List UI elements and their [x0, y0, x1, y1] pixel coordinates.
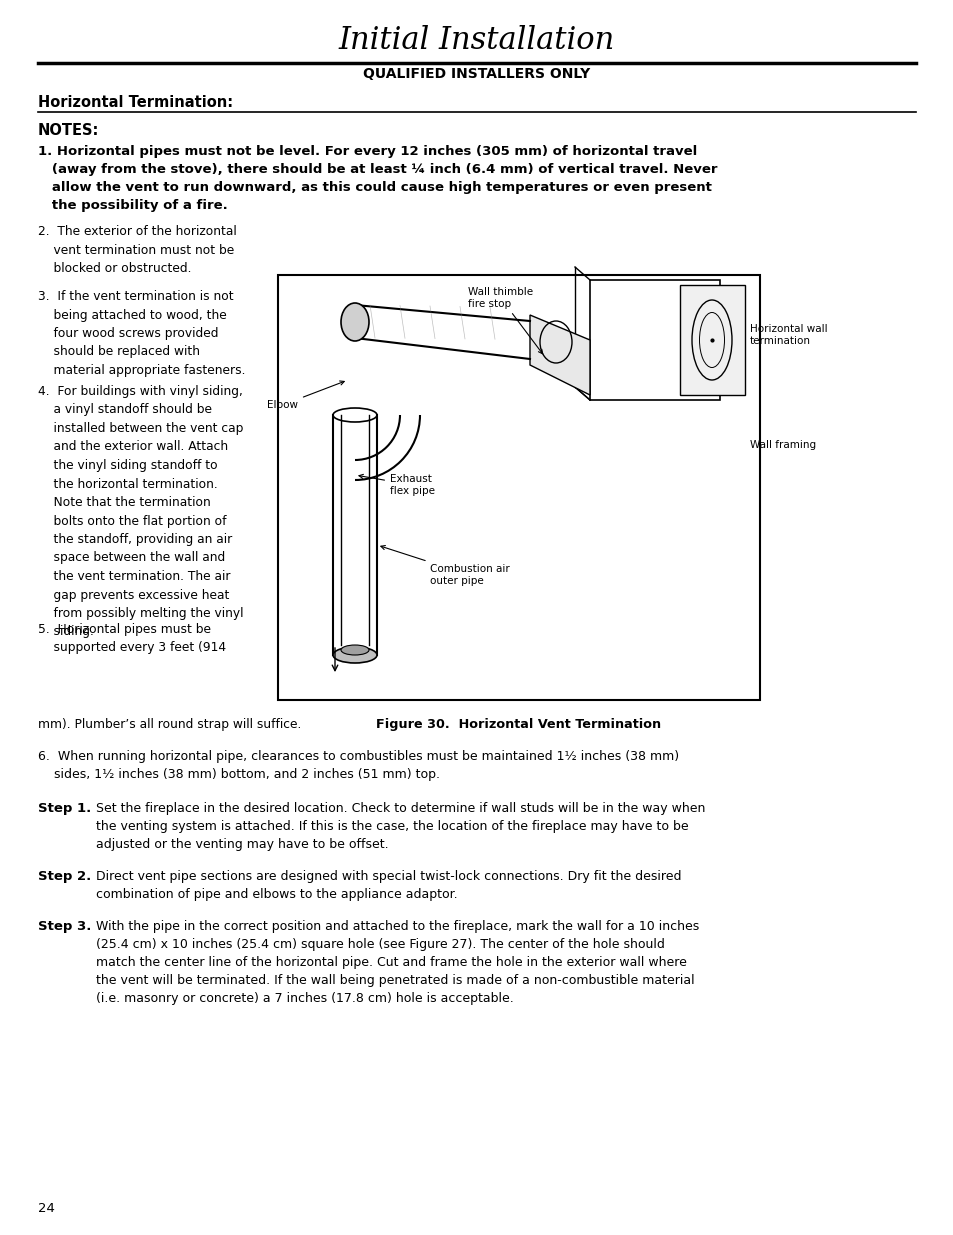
- Ellipse shape: [340, 303, 369, 341]
- Text: 2.  The exterior of the horizontal
    vent termination must not be
    blocked : 2. The exterior of the horizontal vent t…: [38, 225, 236, 275]
- Text: Step 3.: Step 3.: [38, 920, 91, 932]
- Text: Initial Installation: Initial Installation: [338, 25, 615, 56]
- Text: 4.  For buildings with vinyl siding,
    a vinyl standoff should be
    installe: 4. For buildings with vinyl siding, a vi…: [38, 385, 243, 638]
- Text: Step 2.: Step 2.: [38, 869, 91, 883]
- Text: Direct vent pipe sections are designed with special twist-lock connections. Dry : Direct vent pipe sections are designed w…: [96, 869, 680, 902]
- Ellipse shape: [333, 647, 376, 663]
- Ellipse shape: [340, 645, 369, 655]
- Text: 1. Horizontal pipes must not be level. For every 12 inches (305 mm) of horizonta: 1. Horizontal pipes must not be level. F…: [38, 144, 717, 212]
- Text: Combustion air
outer pipe: Combustion air outer pipe: [380, 546, 509, 585]
- Text: 3.  If the vent termination is not
    being attached to wood, the
    four wood: 3. If the vent termination is not being …: [38, 290, 245, 377]
- Text: 6.  When running horizontal pipe, clearances to combustibles must be maintained : 6. When running horizontal pipe, clearan…: [38, 750, 679, 781]
- Text: Elbow: Elbow: [267, 380, 344, 410]
- Text: 24: 24: [38, 1202, 55, 1215]
- Text: Wall thimble
fire stop: Wall thimble fire stop: [468, 287, 542, 353]
- Polygon shape: [679, 285, 744, 395]
- Text: Step 1.: Step 1.: [38, 802, 91, 815]
- Text: Set the fireplace in the desired location. Check to determine if wall studs will: Set the fireplace in the desired locatio…: [96, 802, 704, 851]
- Polygon shape: [530, 315, 589, 395]
- Text: With the pipe in the correct position and attached to the fireplace, mark the wa: With the pipe in the correct position an…: [96, 920, 699, 1005]
- Text: Horizontal wall
termination: Horizontal wall termination: [749, 325, 827, 346]
- Text: Wall framing: Wall framing: [749, 440, 815, 450]
- Bar: [277, 275, 760, 700]
- Text: QUALIFIED INSTALLERS ONLY: QUALIFIED INSTALLERS ONLY: [363, 67, 590, 82]
- Text: Exhaust
flex pipe: Exhaust flex pipe: [358, 474, 435, 495]
- Text: Figure 30.  Horizontal Vent Termination: Figure 30. Horizontal Vent Termination: [376, 718, 660, 731]
- Text: mm). Plumber’s all round strap will suffice.: mm). Plumber’s all round strap will suff…: [38, 718, 301, 731]
- Text: Horizontal Termination:: Horizontal Termination:: [38, 95, 233, 110]
- Text: 5.  Horizontal pipes must be
    supported every 3 feet (914: 5. Horizontal pipes must be supported ev…: [38, 622, 226, 655]
- Text: NOTES:: NOTES:: [38, 124, 99, 138]
